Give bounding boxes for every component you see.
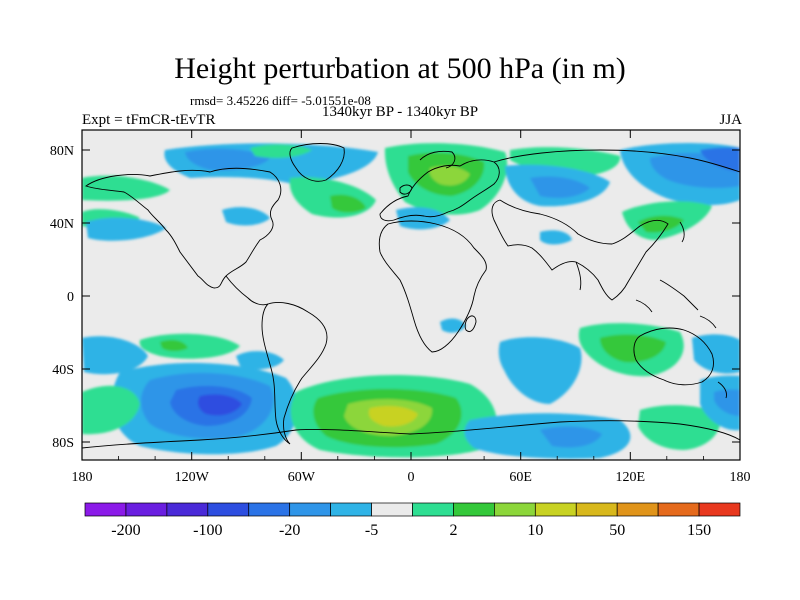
colorbar-swatch (330, 502, 372, 517)
colorbar-swatch (453, 502, 495, 517)
colorbar-label: 2 (449, 522, 457, 539)
colorbar-swatch (207, 502, 250, 517)
colorbar-swatch (534, 502, 577, 517)
lon-label: 60E (509, 470, 532, 485)
colorbar-swatch (575, 502, 618, 517)
colorbar-label: 50 (609, 522, 625, 539)
lon-minor-ticks (118, 456, 704, 460)
lat-labels: 80N 40N 0 40S 80S (50, 144, 74, 451)
colorbar-label: -20 (279, 522, 300, 539)
coastlines (82, 143, 740, 449)
lon-label: 180 (730, 470, 751, 485)
lat-label: 80S (52, 436, 74, 451)
lon-label: 0 (408, 470, 415, 485)
contour-fields (82, 143, 740, 459)
colorbar-swatch (166, 502, 209, 517)
period-text: 1340kyr BP - 1340kyr BP (321, 104, 479, 120)
colorbar-swatch (616, 502, 659, 517)
colorbar-swatch (657, 502, 700, 517)
colorbar-swatch (412, 502, 454, 517)
colorbar-label: -200 (111, 522, 140, 539)
lat-label: 80N (50, 144, 74, 159)
colorbar-swatch (84, 502, 127, 517)
colorbar-swatch (494, 502, 536, 517)
lat-ticks (82, 149, 740, 443)
lon-ticks (191, 130, 631, 460)
experiment-label: Expt = tFmCR-tEvTR (82, 112, 216, 128)
colorbar-label: 10 (527, 522, 543, 539)
lon-label: 60W (288, 470, 316, 485)
lon-label: 180 (72, 470, 93, 485)
colorbar-swatch (289, 502, 331, 517)
colorbar-label: -5 (365, 522, 378, 539)
colorbar (84, 502, 741, 517)
lat-label: 0 (67, 290, 74, 305)
lon-label: 120W (175, 470, 210, 485)
lon-labels: 180 120W 60W 0 60E 120E 180 (72, 470, 751, 485)
colorbar-swatch (698, 502, 741, 517)
plot-title: Height perturbation at 500 hPa (in m) (174, 52, 626, 85)
colorbar-swatch (371, 502, 413, 517)
colorbar-labels: -200 -100 -20 -5 2 10 50 150 (111, 522, 711, 539)
colorbar-swatch (125, 502, 168, 517)
season-label: JJA (719, 112, 742, 128)
lon-label: 120E (616, 470, 646, 485)
colorbar-label: 150 (687, 522, 711, 539)
lat-label: 40S (52, 363, 74, 378)
colorbar-swatch (248, 502, 291, 517)
stats-text: rmsd= 3.45226 diff= -5.01551e-08 (190, 93, 371, 108)
lat-label: 40N (50, 217, 74, 232)
colorbar-label: -100 (193, 522, 222, 539)
